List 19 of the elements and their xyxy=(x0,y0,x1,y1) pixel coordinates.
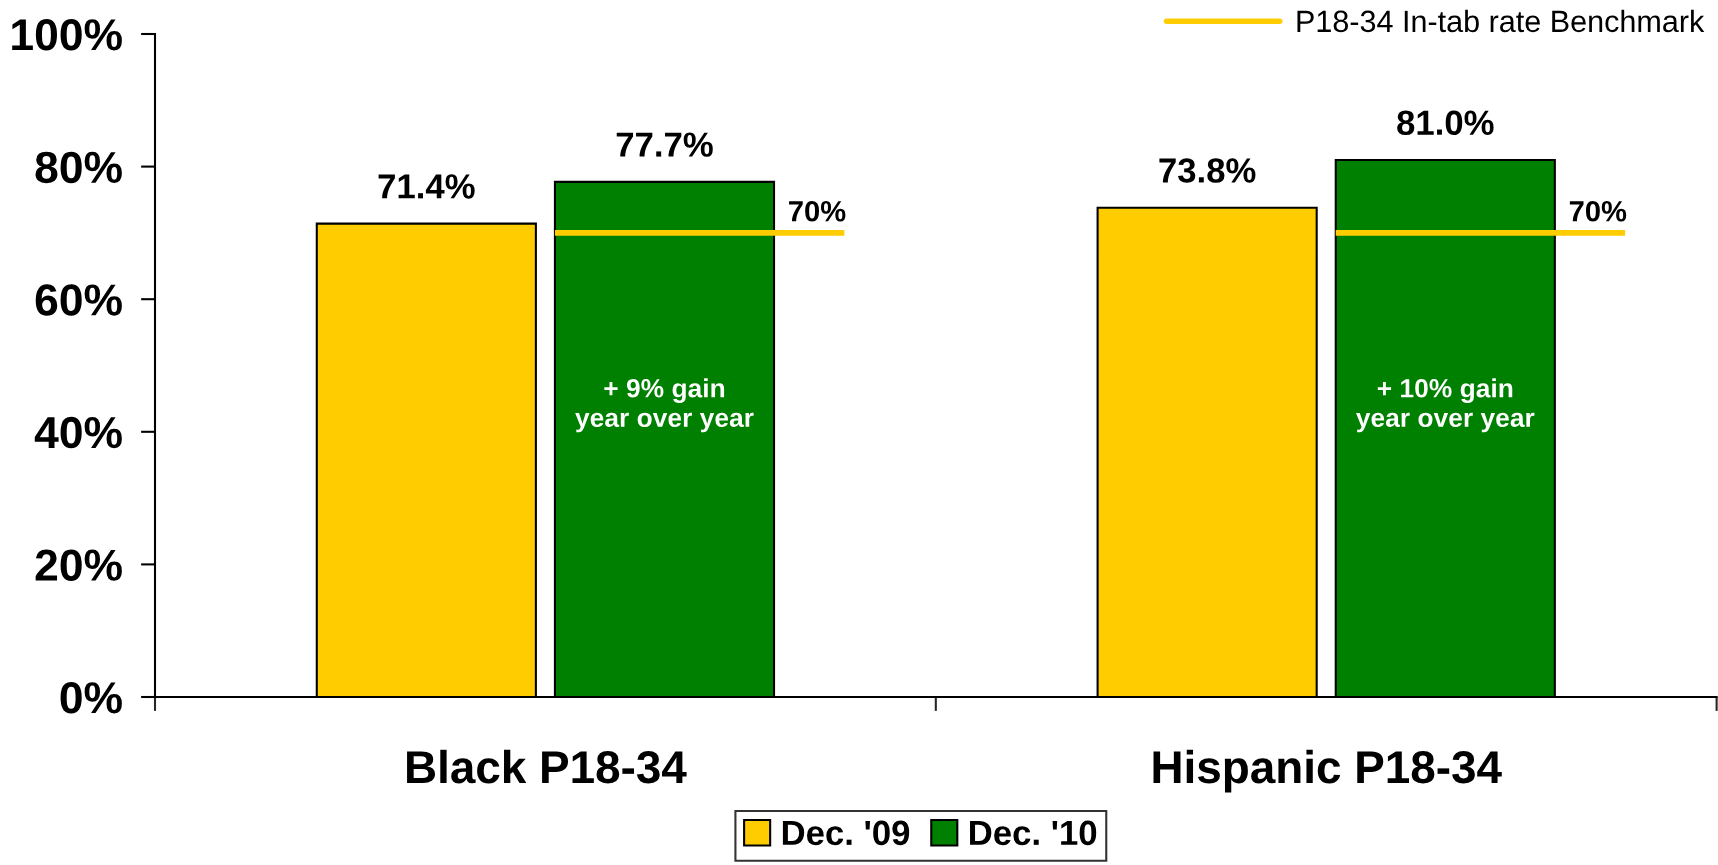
y-tick-label: 40% xyxy=(34,416,122,449)
x-tick-label: Hispanic P18-34 xyxy=(1153,749,1502,793)
annotation: 70% xyxy=(1569,200,1627,222)
y-tick-label: 20% xyxy=(35,549,122,581)
legend-label: P18-34 In-tab rate Benchmark xyxy=(1297,9,1705,33)
y-tick-label: 0% xyxy=(60,682,122,714)
y-tick-label: 80% xyxy=(35,151,122,184)
y-tick-label: 100% xyxy=(12,19,122,51)
data-label: 71.4% xyxy=(378,174,475,199)
x-tick-label: Black P18-34 xyxy=(407,749,687,784)
data-label: 77.7% xyxy=(616,132,713,157)
y-tick-label: 60% xyxy=(35,284,122,316)
legend-label: Dec. '10 xyxy=(970,820,1097,846)
annotation: + 9% gain year over year xyxy=(575,378,754,433)
annotation: 70% xyxy=(789,200,846,222)
data-label: 81.0% xyxy=(1397,110,1494,136)
annotation: + 10% gain year over year xyxy=(1356,378,1535,433)
legend-label: Dec. '09 xyxy=(782,820,910,846)
data-label: 73.8% xyxy=(1159,158,1256,183)
